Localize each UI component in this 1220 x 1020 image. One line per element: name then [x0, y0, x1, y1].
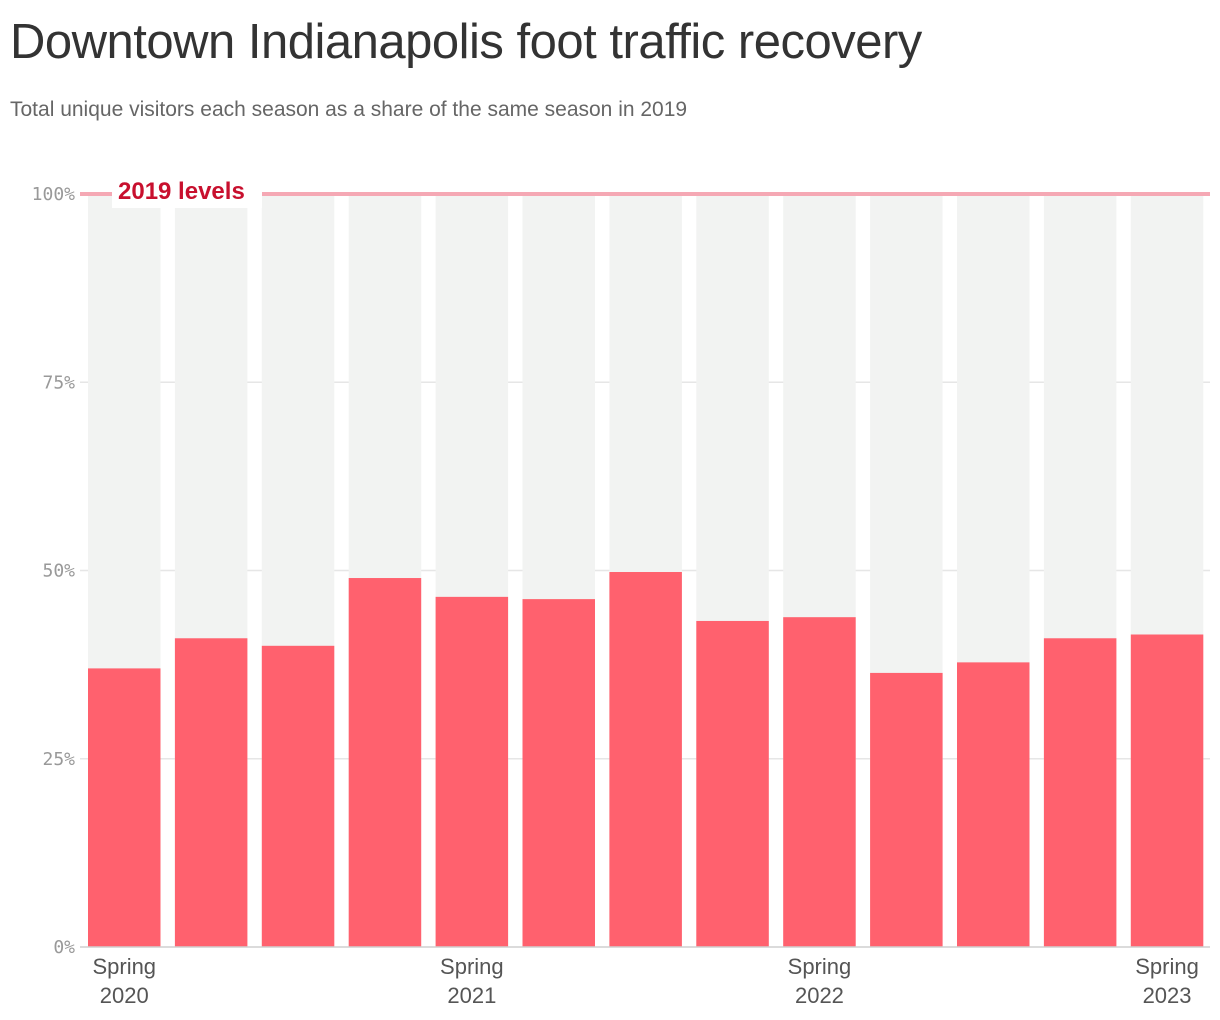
- y-tick-label: 25%: [42, 749, 75, 770]
- bar: [1043, 638, 1117, 947]
- bar: [609, 572, 682, 947]
- x-tick-label: Spring: [92, 954, 156, 979]
- bar: [1130, 634, 1204, 947]
- x-tick-label: Spring: [440, 954, 504, 979]
- y-tick-label: 75%: [42, 372, 75, 393]
- bar: [522, 599, 595, 947]
- chart-title: Downtown Indianapolis foot traffic recov…: [10, 15, 922, 69]
- x-tick-label: 2023: [1143, 983, 1192, 1008]
- bar: [696, 620, 769, 947]
- x-tick-label: 2021: [447, 983, 496, 1008]
- x-tick-label: Spring: [1135, 954, 1199, 979]
- bar: [348, 578, 422, 947]
- reference-label: 2019 levels: [118, 178, 245, 205]
- y-tick-label: 100%: [32, 184, 76, 205]
- y-tick-label: 0%: [53, 937, 75, 958]
- chart-subtitle: Total unique visitors each season as a s…: [10, 98, 688, 121]
- bar: [261, 645, 335, 947]
- bar: [88, 668, 161, 947]
- y-tick-label: 50%: [42, 561, 75, 582]
- bar: [783, 617, 856, 947]
- x-tick-label: 2020: [100, 983, 149, 1008]
- x-tick-label: Spring: [788, 954, 852, 979]
- bar: [174, 638, 248, 947]
- x-tick-label: 2022: [795, 983, 844, 1008]
- reference-label-background: [112, 178, 262, 208]
- bar: [957, 662, 1030, 947]
- bar: [435, 596, 509, 947]
- bar: [870, 672, 943, 947]
